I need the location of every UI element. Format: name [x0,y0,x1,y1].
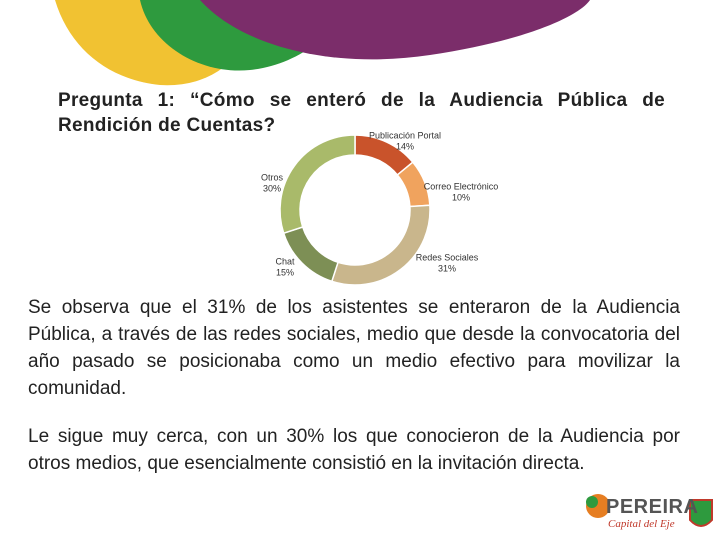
chart-title: Pregunta 1: “Cómo se enteró de la Audien… [58,90,665,136]
slice-label: Publicación Portal [369,130,441,140]
slice-value-label: 10% [452,192,470,202]
slice-label: Chat [275,256,295,266]
donut-slice [279,134,356,235]
slice-label: Correo Electrónico [424,181,499,191]
slice-value-label: 15% [276,267,294,277]
paragraph: Le sigue muy cerca, con un 30% los que c… [28,426,680,474]
slice-label: Otros [261,172,284,182]
logo-shield [689,499,713,527]
logo-tagline: Capital del Eje [608,518,675,530]
purple-shape [200,0,590,60]
slice-label: Redes Sociales [416,252,479,262]
logo-icon [586,496,598,508]
logo-name: PEREIRA [606,496,699,518]
donut-slice [330,204,431,286]
paragraph: Se observa que el 31% de los asistentes … [28,297,680,399]
slice-value-label: 31% [438,263,456,273]
slice-value-label: 30% [263,183,281,193]
slice-value-label: 14% [396,141,414,151]
